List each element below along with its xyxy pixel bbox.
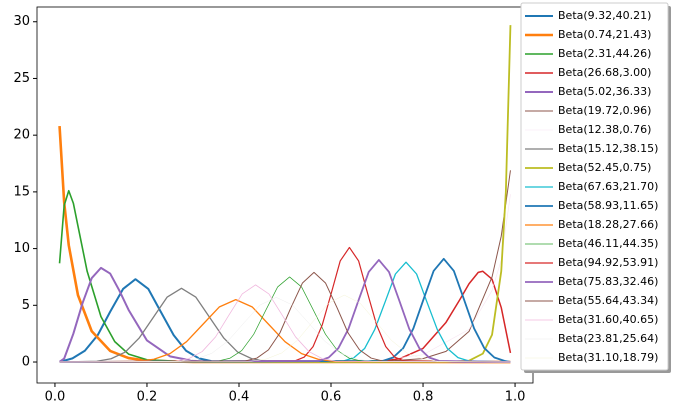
line-series [59,284,511,363]
y-tick-label: 0 [22,355,30,370]
x-tick-label: 0.4 [229,390,250,405]
x-tick-label: 0.8 [413,390,434,405]
legend-label: Beta(23.81,25.64) [558,332,658,345]
legend-label: Beta(31.10,18.79) [558,351,658,364]
legend-label: Beta(67.63,21.70) [558,180,658,193]
legend-label: Beta(0.74,21.43) [558,28,651,41]
legend-label: Beta(9.32,40.21) [558,9,651,22]
x-tick-label: 0.0 [45,390,66,405]
legend-label: Beta(12.38,0.76) [558,123,651,136]
line-series [59,25,512,363]
y-tick-label: 10 [13,241,30,256]
x-tick-label: 0.2 [137,390,158,405]
line-series [59,294,511,363]
y-tick-label: 15 [13,184,30,199]
legend-label: Beta(19.72,0.96) [558,104,651,117]
legend-label: Beta(55.64,43.34) [558,294,658,307]
plot-frame [36,6,534,384]
legend-label: Beta(58.93,11.65) [558,199,658,212]
legend-box [520,2,669,371]
y-tick-label: 20 [13,128,30,143]
legend-label: Beta(18.28,27.66) [558,218,658,231]
line-series [59,298,511,363]
line-series [59,246,511,363]
line-series [59,271,511,363]
line-series [59,287,511,363]
line-series [58,266,511,364]
line-series [59,278,511,364]
x-tick-label: 1.0 [505,390,526,405]
legend-label: Beta(46.11,44.35) [558,237,658,250]
line-series [59,270,512,363]
legend-label: Beta(94.92,53.91) [558,256,658,269]
x-tick-label: 0.6 [321,390,342,405]
legend: Beta(9.32,40.21) Beta(0.74,21.43) Beta(2.3… [520,2,671,373]
y-tick-label: 5 [22,298,30,313]
line-series [58,189,511,363]
legend-label: Beta(15.12,38.15) [558,142,658,155]
legend-label: Beta(26.68,3.00) [558,66,651,79]
legend-label: Beta(52.45,0.75) [558,161,651,174]
line-series [59,261,511,363]
line-series [59,170,511,363]
line-series [59,257,511,363]
y-tick-label: 30 [13,14,30,29]
legend-label: Beta(5.02,36.33) [558,85,651,98]
legend-label: Beta(75.83,32.46) [558,275,658,288]
line-series [59,276,511,363]
legend-label: Beta(2.31,44.26) [558,47,651,60]
legend-label: Beta(31.60,40.65) [558,313,658,326]
line-series [59,194,511,363]
line-series [59,297,511,363]
line-series [59,259,511,363]
y-tick-label: 25 [13,71,30,86]
